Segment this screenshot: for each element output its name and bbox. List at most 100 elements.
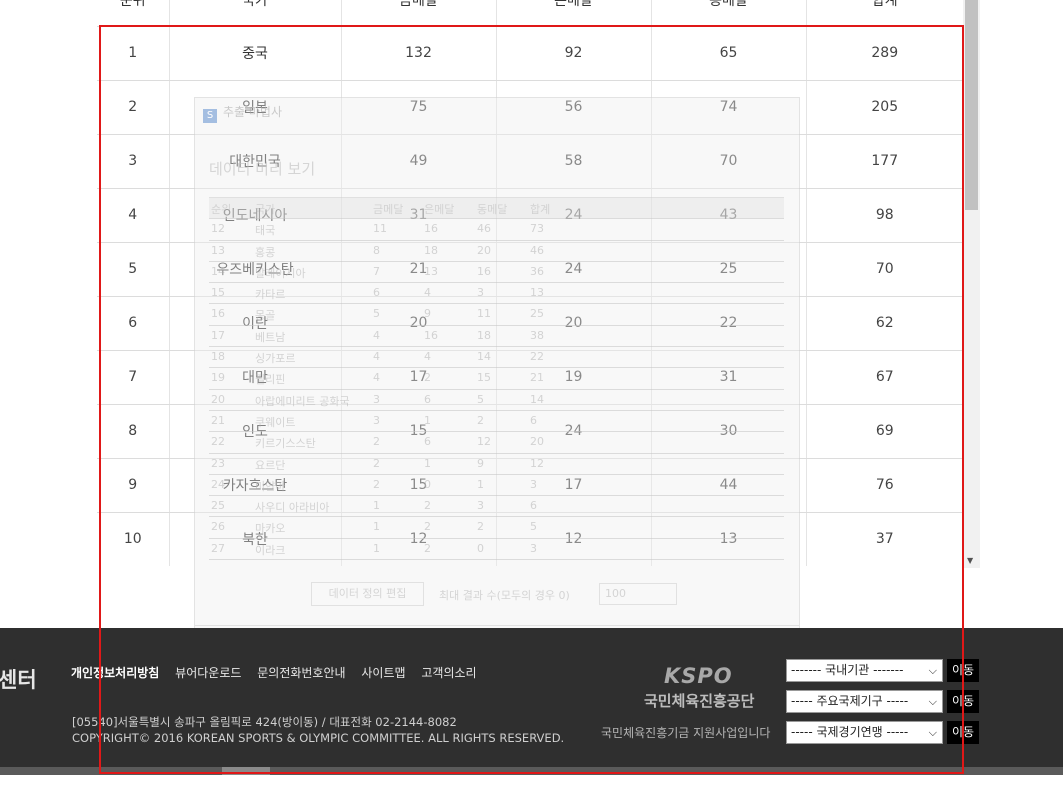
preview-row: 18 싱가포르 4 4 14 22: [209, 347, 784, 369]
preview-row: 14 말레이시아 7 13 16 36: [209, 262, 784, 284]
table-cell: 17: [496, 458, 652, 513]
table-cell: 인도: [169, 404, 342, 459]
table-header-row: 순위 국가 금메달 은메달 동메달 합계: [97, 0, 963, 27]
preview-row: 22 키르기스스탄 2 6 12 20: [209, 432, 784, 454]
preview-cell: 홍콩: [255, 245, 276, 259]
preview-cell: 9: [424, 307, 431, 321]
footer-link-sitemap[interactable]: 사이트맵: [361, 666, 406, 680]
preview-cell: 동메달: [477, 203, 508, 216]
preview-cell: 6: [424, 435, 431, 449]
preview-cell: 38: [530, 328, 544, 342]
table-cell: 12: [496, 512, 652, 566]
data-preview-grid[interactable]: 순위 국가 금메달 은메달 동메달 합계 12 태국 11 16 46 73 13 홍콩 8 18 20 46 14…: [209, 197, 784, 562]
table-cell: 56: [496, 80, 652, 135]
preview-cell: 6: [373, 286, 380, 300]
table-cell: 15: [341, 458, 497, 513]
go-button-2[interactable]: 이동: [947, 690, 979, 713]
preview-cell: 은메달: [424, 203, 455, 216]
preview-cell: 12: [211, 222, 225, 236]
preview-row: 21 쿠웨이트 3 1 2 6: [209, 411, 784, 433]
preview-cell: 2: [424, 499, 431, 513]
preview-cell: 20: [530, 435, 544, 449]
dialog-heading: 데이터 미리 보기: [209, 160, 316, 178]
chevron-down-icon: ⌵: [928, 726, 937, 739]
address-line: [05540]서울특별시 송파구 올림픽로 424(방이동) / 대표전화 02…: [72, 715, 457, 729]
table-cell: 74: [651, 80, 807, 135]
preview-cell: 순위: [211, 203, 232, 216]
preview-cell: 13: [424, 264, 438, 278]
footer-link-privacy[interactable]: 개인정보처리방침: [71, 666, 160, 680]
table-cell: 5: [97, 242, 170, 297]
table-cell: 8: [97, 404, 170, 459]
table-row: 8인도15243069: [97, 404, 963, 459]
max-results-input[interactable]: 100: [599, 583, 677, 605]
column-header: 합계: [806, 0, 963, 27]
preview-cell: 9: [477, 456, 484, 470]
preview-cell: 4: [373, 350, 380, 364]
go-button-3[interactable]: 이동: [947, 721, 979, 744]
preview-cell: 18: [477, 328, 491, 342]
table-cell: 2: [97, 80, 170, 135]
go-button-1[interactable]: 이동: [947, 659, 979, 682]
preview-cell: 4: [424, 350, 431, 364]
table-cell: 24: [496, 404, 652, 459]
table-cell: 177: [806, 134, 963, 189]
preview-cell: 18: [424, 243, 438, 257]
horizontal-scrollbar[interactable]: [0, 767, 1063, 775]
scroll-down-arrow-icon[interactable]: ▼: [967, 556, 974, 565]
column-header: 국가: [169, 0, 342, 27]
preview-cell: 20: [477, 243, 491, 257]
domestic-agency-select[interactable]: ------- 국내기관 ------- ⌵: [786, 659, 943, 682]
scrollbar-thumb[interactable]: [965, 0, 978, 210]
table-cell: 12: [341, 512, 497, 566]
column-header: 은메달: [496, 0, 652, 27]
preview-cell: 2: [477, 413, 484, 427]
preview-cell: 5: [530, 520, 537, 534]
preview-row: 17 베트남 4 16 18 38: [209, 326, 784, 348]
table-cell: 21: [341, 242, 497, 297]
preview-cell: 1: [477, 477, 484, 491]
preview-cell: 19: [211, 371, 225, 385]
preview-cell: 2: [373, 435, 380, 449]
preview-cell: 8: [373, 243, 380, 257]
preview-cell: 22: [530, 350, 544, 364]
table-cell: 98: [806, 188, 963, 243]
footer-link-customer-voice[interactable]: 고객의소리: [421, 666, 477, 680]
preview-cell: 0: [477, 541, 484, 555]
preview-row: 12 태국 11 16 46 73: [209, 219, 784, 241]
preview-cell: 14: [530, 392, 544, 406]
vertical-scrollbar[interactable]: ▼: [963, 0, 980, 568]
select-value: ----- 주요국제기구 -----: [791, 694, 909, 708]
column-header: 금메달: [341, 0, 497, 27]
table-cell: 205: [806, 80, 963, 135]
table-cell: 3: [97, 134, 170, 189]
preview-cell: 4: [373, 328, 380, 342]
table-cell: 76: [806, 458, 963, 513]
preview-cell: 16: [424, 222, 438, 236]
sports-federation-select[interactable]: ----- 국제경기연맹 ----- ⌵: [786, 721, 943, 744]
edit-data-definition-button[interactable]: 데이터 정의 편집: [311, 582, 424, 606]
international-org-select[interactable]: ----- 주요국제기구 ----- ⌵: [786, 690, 943, 713]
preview-cell: 2: [424, 371, 431, 385]
table-cell: 69: [806, 404, 963, 459]
table-cell: 19: [496, 350, 652, 405]
table-cell: 44: [651, 458, 807, 513]
dialog-title: 추출 마법사: [223, 105, 283, 119]
table-cell: 북한: [169, 512, 342, 566]
preview-cell: 카타르: [255, 288, 286, 302]
table-cell: 37: [806, 512, 963, 566]
footer-link-contact-numbers[interactable]: 문의전화번호안내: [257, 666, 346, 680]
preview-cell: 6: [530, 413, 537, 427]
footer-link-viewer-download[interactable]: 뷰어다운로드: [175, 666, 242, 680]
table-cell: 289: [806, 26, 963, 81]
scrollbar-thumb[interactable]: [222, 767, 270, 775]
preview-cell: 필리핀: [255, 373, 286, 387]
footer-address: [05540]서울특별시 송파구 올림픽로 424(방이동) / 대표전화 02…: [72, 714, 564, 746]
preview-cell: 15: [211, 286, 225, 300]
table-cell: 우즈베키스탄: [169, 242, 342, 297]
preview-cell: 합계: [530, 203, 551, 216]
preview-cell: 20: [211, 392, 225, 406]
select-value: ------- 국내기관 -------: [791, 663, 904, 677]
column-header: 동메달: [651, 0, 807, 27]
preview-cell: 3: [373, 392, 380, 406]
